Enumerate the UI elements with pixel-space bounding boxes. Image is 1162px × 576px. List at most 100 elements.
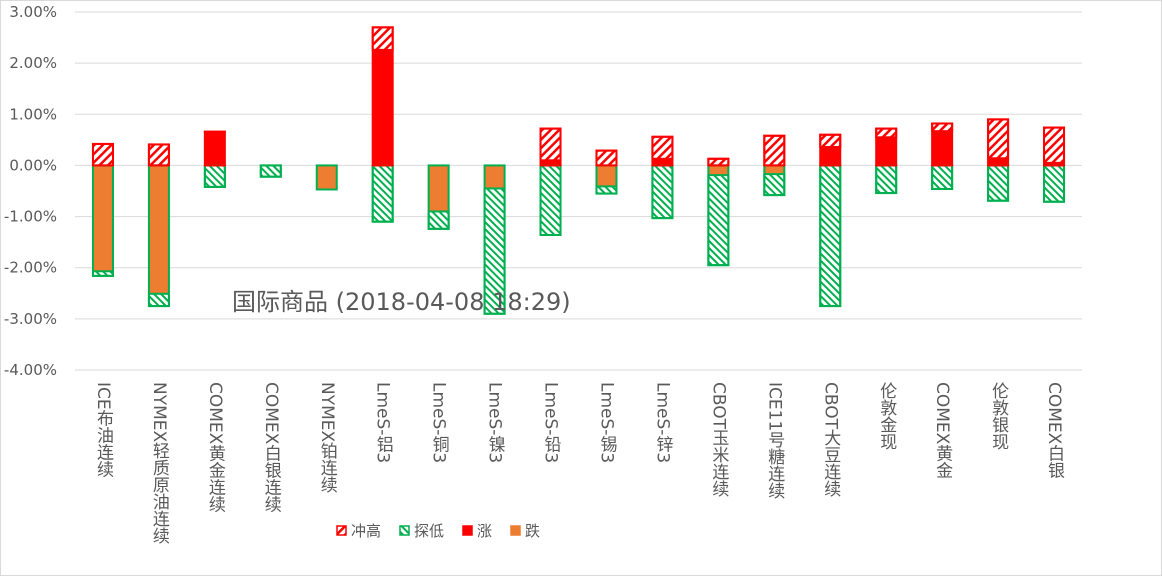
y-tick-label: 3.00% — [9, 3, 57, 21]
bar-high — [931, 122, 954, 133]
bar-high — [763, 134, 786, 167]
y-tick-label: 2.00% — [9, 54, 57, 72]
x-tick-label: COMEX白银 — [1044, 382, 1065, 479]
bar-fall — [764, 165, 785, 175]
bar-outline-high — [371, 26, 394, 167]
bar-outline-low — [483, 164, 506, 315]
bar-low — [875, 164, 898, 195]
bar-outline-high — [595, 149, 618, 167]
x-tick-label: 伦敦银现 — [988, 382, 1009, 450]
bar-outline-high — [819, 133, 842, 167]
bar-outline-high — [651, 135, 674, 167]
bar-high — [91, 142, 114, 167]
bar-high — [371, 26, 394, 51]
bar-outline-low — [259, 164, 282, 178]
x-tick-label: LmeS-铜3 — [428, 382, 449, 464]
bar-low — [931, 164, 954, 190]
bar-outline-high — [931, 122, 954, 167]
bar-low — [707, 174, 730, 267]
x-tick-label: LmeS-锡3 — [596, 382, 617, 464]
bar-rise — [372, 49, 393, 166]
bar-low — [427, 210, 450, 230]
bar-low — [203, 164, 226, 188]
bar-high — [819, 133, 842, 149]
bar-outline-high — [147, 143, 170, 167]
x-tick-label: LmeS-铅3 — [540, 382, 561, 464]
legend-label: 涨 — [477, 522, 493, 540]
bar-outline-high — [91, 142, 114, 167]
x-tick-label: LmeS-镍3 — [484, 382, 505, 464]
legend-label: 跌 — [525, 522, 541, 540]
x-tick-label: CBOT玉米连续 — [708, 382, 729, 497]
legend-swatch — [399, 525, 410, 536]
bar-outline-high — [203, 130, 226, 167]
bar-rise — [988, 158, 1009, 166]
y-tick-label: -2.00% — [4, 259, 57, 277]
x-tick-label: 伦敦金现 — [876, 382, 897, 450]
bar-high — [875, 127, 898, 139]
chart-title: 国际商品 (2018-04-08 18:29) — [232, 288, 571, 316]
legend-item-rise: 涨 — [462, 520, 492, 541]
x-tick-label: NYMEX轻质原油连续 — [148, 382, 169, 545]
bar-low — [651, 164, 674, 220]
x-tick-label: COMEX黄金 — [932, 382, 953, 479]
legend-swatch — [462, 525, 473, 536]
bar-low — [259, 164, 282, 178]
bar-outline-high — [539, 127, 562, 167]
legend: 冲高 探低 涨 跌 — [336, 520, 540, 541]
legend-item-high: 冲高 — [336, 520, 381, 541]
bar-rise — [204, 132, 225, 166]
bar-high — [595, 149, 618, 167]
bar-fall — [708, 165, 729, 176]
bar-low — [595, 185, 618, 195]
legend-item-low: 探低 — [399, 520, 444, 541]
bar-fall — [148, 165, 169, 294]
bar-outline-low — [427, 164, 450, 230]
bar-fall — [428, 165, 449, 212]
y-tick-label: 0.00% — [9, 156, 57, 174]
x-tick-label: CBOT大豆连续 — [820, 382, 841, 497]
bar-outline-low — [315, 164, 338, 191]
bar-outline-high — [1043, 126, 1066, 167]
x-tick-label: ICE布油连续 — [92, 382, 113, 478]
bar-outline-high — [763, 134, 786, 167]
bar-rise — [652, 158, 673, 166]
bar-rise — [540, 160, 561, 166]
y-tick-label: -3.00% — [4, 310, 57, 328]
bar-high — [1043, 126, 1066, 164]
bar-rise — [932, 131, 953, 166]
legend-swatch — [510, 525, 521, 536]
legend-label: 冲高 — [351, 522, 382, 540]
x-tick-label: COMEX白银连续 — [260, 382, 281, 513]
x-tick-label: ICE11号糖连续 — [764, 382, 785, 500]
bar-low — [763, 173, 786, 197]
x-tick-label: LmeS-铝3 — [372, 382, 393, 464]
bar-high — [651, 135, 674, 160]
bar-rise — [876, 137, 897, 166]
bar-rise — [1044, 162, 1065, 166]
bar-fall — [596, 165, 617, 187]
legend-item-fall: 跌 — [510, 520, 540, 541]
bar-high — [539, 127, 562, 162]
bar-outline-high — [987, 118, 1010, 167]
bar-low — [371, 164, 394, 223]
bar-high — [147, 143, 170, 167]
bar-fall — [484, 165, 505, 189]
bar-low — [147, 292, 170, 308]
legend-swatch — [336, 525, 347, 536]
bar-high — [987, 118, 1010, 160]
bar-fall — [92, 165, 113, 272]
bar-low — [1043, 164, 1066, 203]
x-tick-label: NYMEX铂连续 — [316, 382, 337, 494]
bar-low — [987, 164, 1010, 202]
y-tick-label: -4.00% — [4, 361, 57, 379]
bar-outline-high — [875, 127, 898, 167]
bar-rise — [820, 147, 841, 166]
bar-low — [819, 164, 842, 308]
legend-label: 探低 — [414, 522, 445, 540]
x-tick-label: COMEX黄金连续 — [204, 382, 225, 513]
bar-low — [539, 164, 562, 236]
bar-fall — [316, 165, 337, 190]
y-tick-label: -1.00% — [4, 208, 57, 226]
